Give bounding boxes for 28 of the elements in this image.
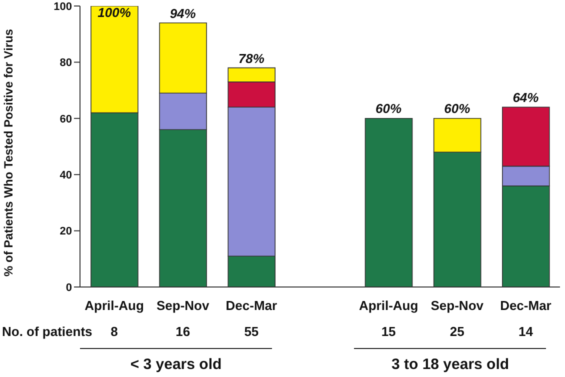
total-label: 60%	[376, 101, 402, 116]
text: 25	[450, 324, 464, 339]
y-tick-label: 20	[60, 226, 72, 238]
total-label: 78%	[238, 50, 264, 66]
text: No. of patients	[2, 324, 92, 339]
y-axis-title: % of Patients Who Tested Positive for Virus	[1, 28, 16, 276]
y-tick-label: 40	[60, 170, 72, 182]
y-tick-label: 0	[66, 282, 72, 294]
text: 8	[110, 324, 118, 339]
x-tick-label: Sep-Nov	[156, 298, 210, 314]
x-tick-label: April-Aug	[84, 298, 144, 314]
y-tick-label: 80	[60, 57, 72, 70]
text: < 3 years old	[130, 356, 222, 373]
text: 3 to 18 years old	[392, 356, 510, 373]
total-label: 64%	[512, 90, 539, 106]
x-tick-label: April-Aug	[358, 298, 418, 314]
x-tick-label: Dec-Mar	[500, 298, 552, 314]
total-label: 60%	[444, 101, 470, 116]
x-tick-label: Dec-Mar	[226, 298, 278, 314]
x-tick-label: Sep-Nov	[430, 298, 484, 314]
text: 16	[176, 324, 190, 339]
y-tick-label: 100	[54, 0, 72, 13]
total-label: 94%	[170, 6, 196, 21]
total-label: 100%	[98, 5, 131, 20]
text: 15	[381, 324, 396, 339]
text: 14	[518, 324, 533, 339]
text: 55	[244, 324, 259, 339]
y-tick-label: 60	[60, 113, 72, 126]
